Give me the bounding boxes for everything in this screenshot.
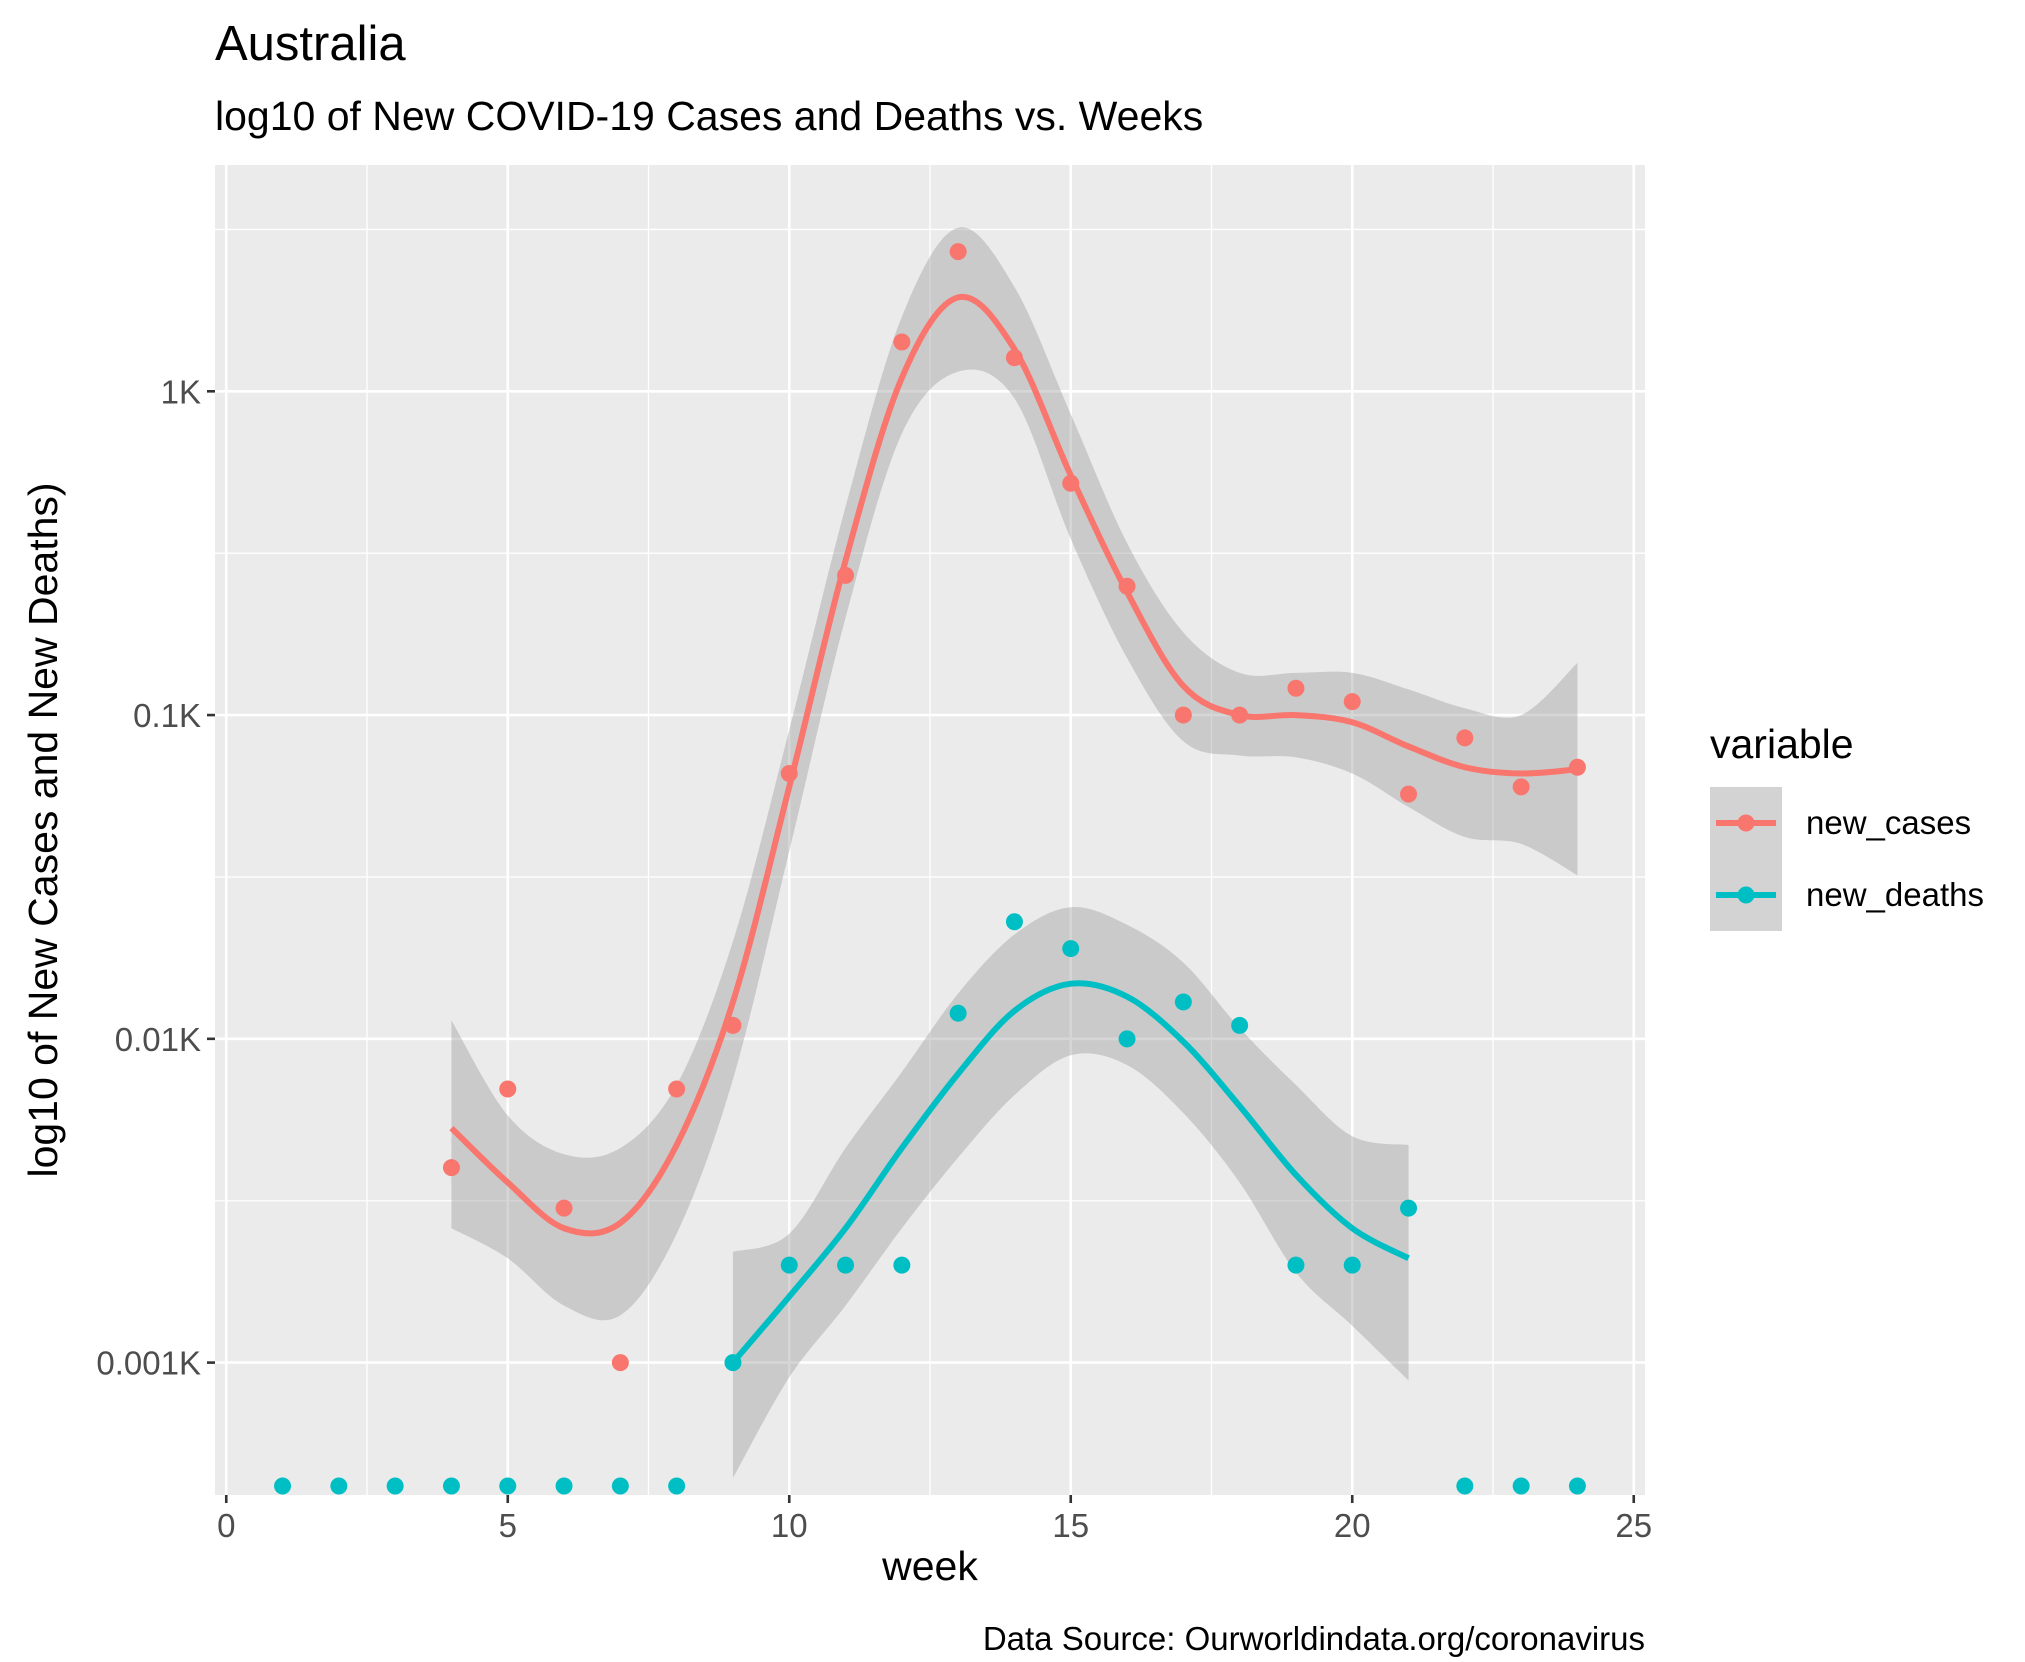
point-new_deaths [1005, 913, 1023, 931]
legend-point-new_deaths [1737, 886, 1755, 904]
smooth-line-new_deaths [730, 980, 1410, 1365]
y-tick-label: 1K [161, 373, 201, 410]
legend: new_cases new_deaths [1710, 787, 1984, 931]
point-new_deaths [780, 1256, 798, 1274]
point-new_cases [1512, 778, 1530, 796]
point-new_cases [555, 1199, 573, 1217]
point-zero-new_deaths [555, 1477, 573, 1495]
confidence-bands [451, 227, 1578, 1479]
legend-title: variable [1710, 721, 1854, 767]
point-new_cases [1287, 679, 1305, 697]
x-tick-label: 0 [217, 1507, 235, 1544]
y-tick-label: 0.1K [133, 697, 201, 734]
point-new_cases [1174, 706, 1192, 724]
legend-label-new_cases: new_cases [1806, 804, 1971, 841]
chart-subtitle: log10 of New COVID-19 Cases and Deaths v… [215, 93, 1203, 139]
confidence-band-new_cases [451, 227, 1578, 1321]
point-zero-new_deaths [499, 1477, 517, 1495]
point-zero-new_deaths [330, 1477, 348, 1495]
confidence-band-new_deaths [732, 907, 1409, 1479]
point-new_cases [611, 1354, 629, 1372]
point-new_deaths [837, 1256, 855, 1274]
x-tick-label: 15 [1052, 1507, 1089, 1544]
smooth-lines [449, 293, 1578, 1365]
x-tick-label: 20 [1334, 1507, 1371, 1544]
point-zero-new_deaths [386, 1477, 404, 1495]
point-new_deaths [1174, 993, 1192, 1011]
data-source-caption: Data Source: Ourworldindata.org/coronavi… [983, 1620, 1645, 1657]
point-zero-new_deaths [1512, 1477, 1530, 1495]
point-new_deaths [893, 1256, 911, 1274]
point-new_deaths [1231, 1016, 1249, 1034]
smooth-line-new_cases [449, 293, 1578, 1237]
data-points [274, 243, 1586, 1495]
point-new_cases [668, 1080, 686, 1098]
point-zero-new_deaths [668, 1477, 686, 1495]
point-new_cases [442, 1159, 460, 1177]
x-tick-label: 10 [771, 1507, 808, 1544]
point-new_deaths [1287, 1256, 1305, 1274]
point-new_deaths [949, 1004, 967, 1022]
point-new_deaths [1062, 940, 1080, 958]
axis-ticks: 0 5 10 15 20 25 0.001K 0.01K 0.1K 1K [96, 373, 1652, 1544]
point-new_deaths [1343, 1256, 1361, 1274]
point-zero-new_deaths [1456, 1477, 1474, 1495]
point-new_cases [499, 1080, 517, 1098]
x-axis-title: week [881, 1543, 978, 1589]
x-tick-label: 25 [1615, 1507, 1652, 1544]
point-new_cases [1456, 729, 1474, 747]
point-new_cases [1400, 785, 1418, 803]
point-new_cases [893, 333, 911, 351]
point-zero-new_deaths [1568, 1477, 1586, 1495]
x-tick-label: 5 [499, 1507, 517, 1544]
point-new_deaths [1400, 1199, 1418, 1217]
point-new_deaths [1118, 1030, 1136, 1048]
chart-title: Australia [215, 17, 406, 71]
point-zero-new_deaths [611, 1477, 629, 1495]
y-tick-label: 0.01K [115, 1021, 201, 1058]
legend-point-new_cases [1737, 814, 1755, 832]
point-new_cases [1343, 693, 1361, 711]
y-tick-label: 0.001K [96, 1345, 201, 1382]
y-axis-title: log10 of New Cases and New Deaths) [20, 482, 66, 1177]
point-zero-new_deaths [442, 1477, 460, 1495]
point-zero-new_deaths [274, 1477, 292, 1495]
point-new_cases [949, 243, 967, 261]
legend-label-new_deaths: new_deaths [1806, 876, 1984, 913]
grid-lines [215, 165, 1645, 1495]
